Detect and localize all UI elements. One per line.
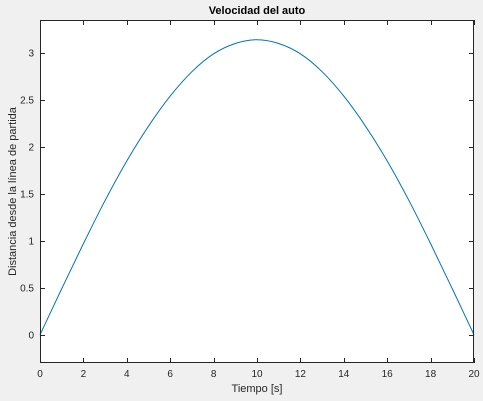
x-tick-label: 8 (211, 369, 217, 380)
x-tick-label: 6 (167, 369, 173, 380)
chart-title: Velocidad del auto (209, 5, 306, 17)
y-tick-label: 3 (28, 48, 34, 59)
ticks-layer: 0 2 4 6 8 10 12 14 16 18 20 0 0.5 1 1.5 2 2.5 3 (20, 20, 480, 380)
x-tick-label: 16 (382, 369, 394, 380)
x-tick-label: 4 (124, 369, 130, 380)
y-tick-label: 0.5 (20, 283, 34, 294)
x-tick-label: 12 (295, 369, 307, 380)
x-tick-label: 20 (468, 369, 480, 380)
y-tick-label: 1 (28, 236, 34, 247)
x-tick-label: 10 (251, 369, 263, 380)
x-axis-label: Tiempo [s] (232, 383, 283, 395)
y-tick-label: 2 (28, 142, 34, 153)
axes-box (40, 20, 474, 363)
series-line (39, 39, 475, 336)
y-axis-label: Distancia desde la línea de partida (7, 106, 19, 276)
x-tick-label: 0 (37, 369, 43, 380)
x-tick-label: 18 (425, 369, 437, 380)
y-tick-label: 0 (28, 330, 34, 341)
y-tick-label: 1.5 (20, 189, 34, 200)
axes-background (40, 20, 474, 363)
plot-layer (39, 39, 475, 336)
x-tick-label: 2 (81, 369, 87, 380)
y-tick-label: 2.5 (20, 95, 34, 106)
x-tick-label: 14 (338, 369, 350, 380)
